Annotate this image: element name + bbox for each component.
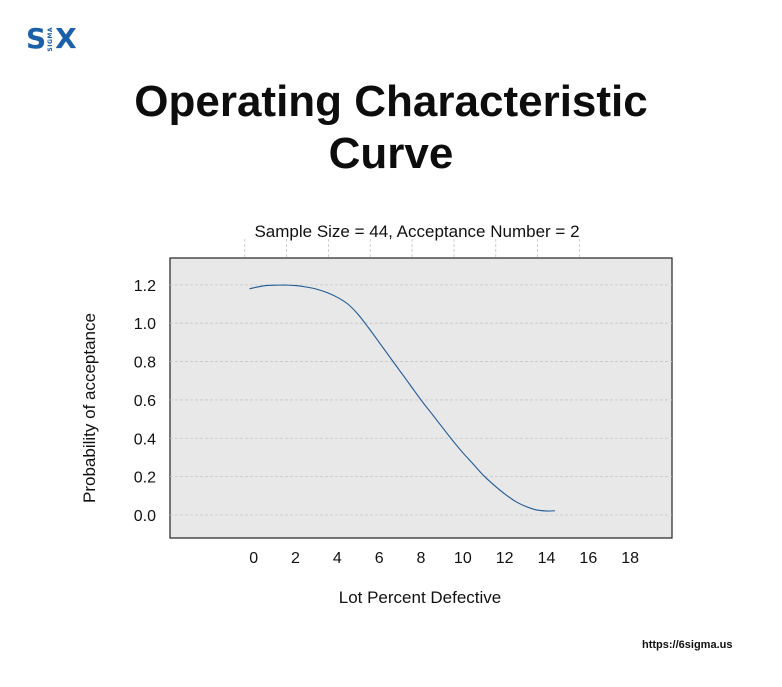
x-tick-label: 12 xyxy=(496,550,514,567)
logo-letter-s: S xyxy=(26,22,47,55)
y-tick-label: 0.6 xyxy=(134,393,156,410)
y-axis-label: Probability of acceptance xyxy=(80,313,99,503)
logo-letter-x: X xyxy=(55,22,77,55)
y-tick-label: 0.4 xyxy=(134,431,156,448)
logo: S SIGMA X xyxy=(26,24,77,54)
y-tick-label: 1.0 xyxy=(134,316,156,333)
chart-title: Sample Size = 44, Acceptance Number = 2 xyxy=(254,222,579,241)
x-tick-label: 10 xyxy=(454,550,472,567)
x-axis-ticks: 0 2 4 6 8 10 12 14 16 18 xyxy=(249,550,639,567)
y-tick-label: 0.0 xyxy=(134,508,156,525)
top-axis-ticks xyxy=(244,239,580,258)
x-tick-label: 14 xyxy=(538,550,556,567)
x-tick-label: 0 xyxy=(249,550,258,567)
x-tick-label: 8 xyxy=(417,550,426,567)
page-title-line-1: Operating Characteristic xyxy=(134,77,648,126)
x-tick-label: 18 xyxy=(621,550,639,567)
y-axis-ticks: 0.0 0.2 0.4 0.6 0.8 1.0 1.2 xyxy=(134,278,156,525)
x-axis-label: Lot Percent Defective xyxy=(339,588,502,607)
x-tick-label: 4 xyxy=(333,550,342,567)
footer-url[interactable]: https://6sigma.us xyxy=(642,639,733,651)
page-title: Operating Characteristic Curve xyxy=(0,76,782,180)
plot-area xyxy=(169,257,673,539)
x-tick-label: 2 xyxy=(291,550,300,567)
x-tick-label: 16 xyxy=(579,550,597,567)
y-tick-label: 1.2 xyxy=(134,278,156,295)
page-title-line-2: Curve xyxy=(328,129,454,178)
x-tick-label: 6 xyxy=(375,550,384,567)
y-tick-label: 0.8 xyxy=(134,355,156,372)
series-line-oc-curve xyxy=(249,284,555,512)
y-tick-label: 0.2 xyxy=(134,470,156,487)
